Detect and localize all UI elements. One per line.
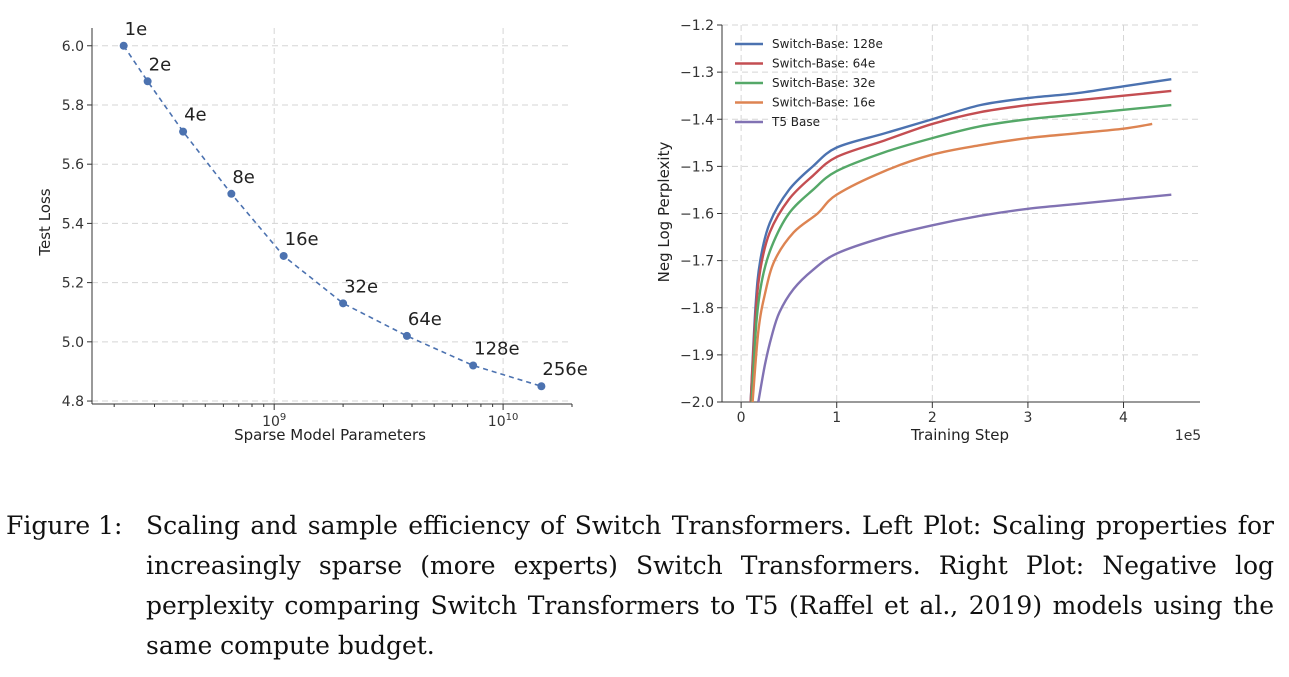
test-loss-line bbox=[122, 45, 542, 388]
data-point bbox=[179, 127, 188, 136]
x-tick-label: 0 bbox=[737, 410, 746, 426]
right-ticks: −2.0 −1.9 −1.8 −1.7 −1.6 −1.5 −1.4 −1.3 −1.2 0 1 2 3… bbox=[680, 18, 1128, 426]
y-tick-label: 5.6 bbox=[62, 157, 84, 173]
data-point bbox=[469, 361, 478, 370]
right-x-multiplier: 1e5 bbox=[1175, 428, 1201, 444]
y-tick-label: −1.4 bbox=[680, 112, 714, 128]
legend: Switch-Base: 128e Switch-Base: 64e Switch-… bbox=[735, 37, 883, 129]
data-point bbox=[537, 382, 546, 391]
right-grid bbox=[722, 24, 1200, 403]
point-label: 128e bbox=[474, 339, 519, 360]
left-ylabel: Test Loss bbox=[36, 188, 54, 256]
series-line bbox=[749, 89, 1172, 403]
legend-label: Switch-Base: 64e bbox=[772, 57, 875, 71]
legend-label: Switch-Base: 16e bbox=[772, 96, 875, 110]
caption-label: Figure 1: bbox=[6, 511, 123, 540]
data-point bbox=[402, 331, 411, 340]
right-xlabel: Training Step bbox=[910, 426, 1009, 444]
caption-text: Scaling and sample efficiency of Switch … bbox=[146, 511, 1274, 660]
point-label: 4e bbox=[184, 105, 207, 126]
y-tick-label: 5.8 bbox=[62, 98, 84, 114]
y-tick-label: 6.0 bbox=[62, 39, 84, 55]
y-tick-label: 5.2 bbox=[62, 276, 84, 292]
point-label: 1e bbox=[125, 19, 148, 40]
data-point bbox=[143, 77, 152, 86]
y-tick-label: −1.7 bbox=[680, 254, 714, 270]
data-point bbox=[227, 189, 236, 198]
point-label: 32e bbox=[344, 276, 378, 297]
left-ticks: 4.8 5.0 5.2 5.4 5.6 5.8 6.0 109 1010 bbox=[62, 39, 573, 430]
x-tick-label: 109 bbox=[262, 412, 286, 430]
left-grid bbox=[92, 28, 572, 404]
series-line bbox=[750, 103, 1172, 403]
y-tick-label: −2.0 bbox=[680, 395, 714, 411]
legend-label: T5 Base bbox=[771, 115, 820, 129]
point-label: 2e bbox=[149, 54, 172, 75]
series-line bbox=[751, 122, 1153, 403]
y-tick-label: −1.6 bbox=[680, 207, 714, 223]
left-xlabel: Sparse Model Parameters bbox=[234, 426, 426, 444]
right-series bbox=[749, 78, 1172, 403]
y-tick-label: 4.8 bbox=[62, 394, 84, 410]
y-tick-label: −1.2 bbox=[680, 18, 714, 34]
y-tick-label: −1.5 bbox=[680, 159, 714, 175]
point-label: 8e bbox=[232, 167, 255, 188]
data-point bbox=[279, 251, 288, 260]
x-tick-label: 3 bbox=[1023, 410, 1032, 426]
x-tick-label: 2 bbox=[928, 410, 937, 426]
legend-label: Switch-Base: 32e bbox=[772, 76, 875, 90]
y-tick-label: 5.4 bbox=[62, 216, 84, 232]
point-label: 256e bbox=[542, 359, 587, 380]
data-point bbox=[339, 299, 348, 308]
y-tick-label: −1.8 bbox=[680, 301, 714, 317]
point-label: 16e bbox=[285, 229, 319, 250]
data-point bbox=[119, 41, 128, 50]
y-tick-label: −1.3 bbox=[680, 65, 714, 81]
series-line bbox=[749, 78, 1172, 403]
right-plot: −2.0 −1.9 −1.8 −1.7 −1.6 −1.5 −1.4 −1.3 −1.2 0 1 2 3… bbox=[655, 18, 1201, 444]
x-tick-label: 4 bbox=[1119, 410, 1128, 426]
x-tick-label: 1010 bbox=[488, 412, 519, 430]
legend-label: Switch-Base: 128e bbox=[772, 37, 883, 51]
x-tick-label: 1 bbox=[832, 410, 841, 426]
point-label: 64e bbox=[408, 309, 442, 330]
right-ylabel: Neg Log Perplexity bbox=[655, 142, 673, 283]
y-tick-label: −1.9 bbox=[680, 348, 714, 364]
y-tick-label: 5.0 bbox=[62, 335, 84, 351]
series-line bbox=[757, 193, 1172, 403]
